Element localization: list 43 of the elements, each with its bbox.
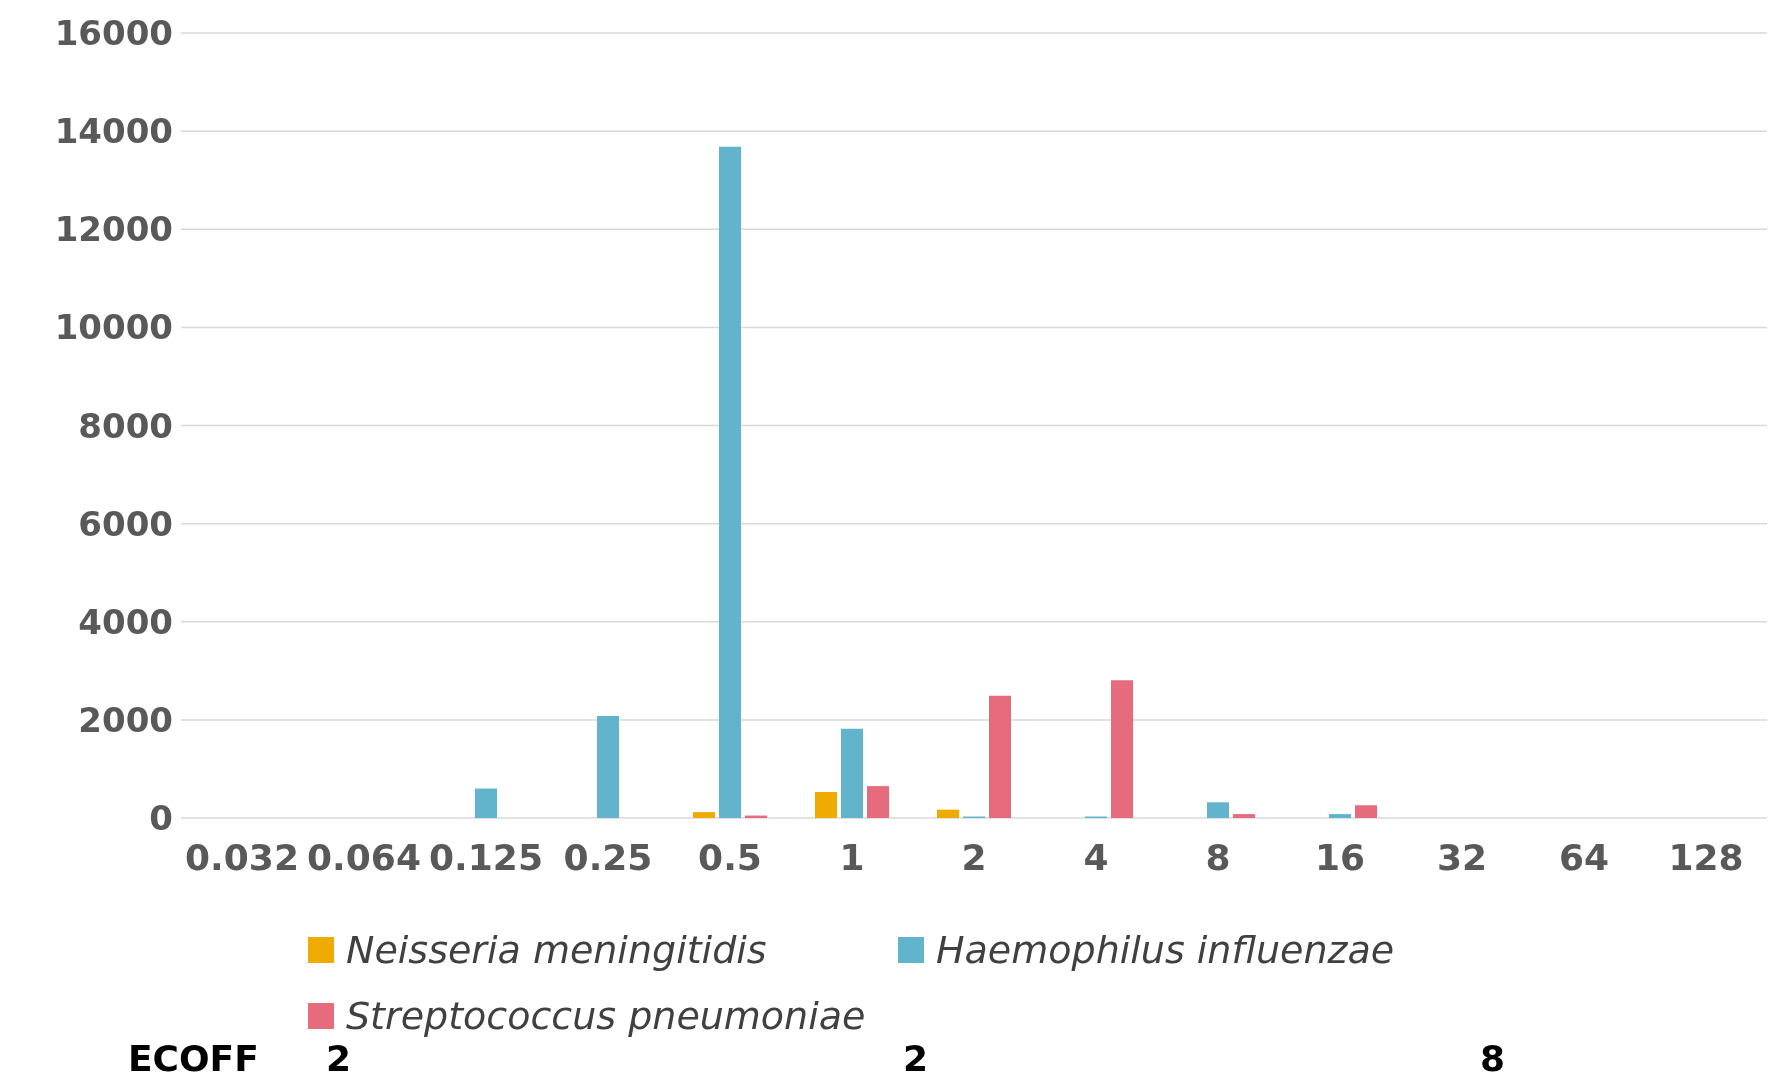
bar [597,715,619,818]
bar [719,146,741,818]
bar [937,809,959,818]
y-tick-label: 2000 [78,699,173,740]
bar [867,786,889,818]
x-tick-label: 0.032 [185,836,299,878]
y-tick-label: 16000 [54,13,173,54]
x-tick-label: 4 [1083,836,1109,878]
x-tick-label: 0.5 [698,836,762,878]
x-tick-label: 2 [961,836,987,878]
x-tick-label: 0.125 [429,836,543,878]
x-tick-label: 0.064 [307,836,421,878]
bar [693,812,715,818]
y-tick-label: 14000 [54,111,173,152]
x-tick-label: 128 [1668,836,1744,878]
legend-label: Neisseria meningitidis [346,928,767,972]
x-tick-label: 1 [839,836,865,878]
bar [841,728,863,818]
bar [1329,814,1351,818]
y-tick-label: 10000 [54,307,173,348]
x-tick-label: 0.25 [563,836,653,878]
text: ECOFF [128,1038,259,1079]
y-tick-label: 12000 [54,209,173,250]
y-tick-label: 0 [149,798,173,839]
x-tick-label: 8 [1205,836,1231,878]
x-tick-label: 32 [1436,836,1488,878]
text: 2 [326,1038,352,1079]
bar [1355,805,1377,818]
y-tick-label: 4000 [78,601,173,642]
bar [815,792,837,818]
bar [989,695,1011,818]
bar [475,788,497,818]
y-tick-label: 8000 [78,405,173,446]
y-tick-label: 6000 [78,503,173,544]
x-tick-label: 64 [1558,836,1610,878]
text: 2 [903,1038,929,1079]
legend-label: Haemophilus influenzae [936,928,1395,972]
bar [1111,680,1133,818]
legend-label: Streptococcus pneumoniae [346,994,866,1038]
bar [1207,802,1229,818]
text: 8 [1480,1038,1506,1079]
x-tick-label: 16 [1314,836,1366,878]
bar [1233,814,1255,818]
